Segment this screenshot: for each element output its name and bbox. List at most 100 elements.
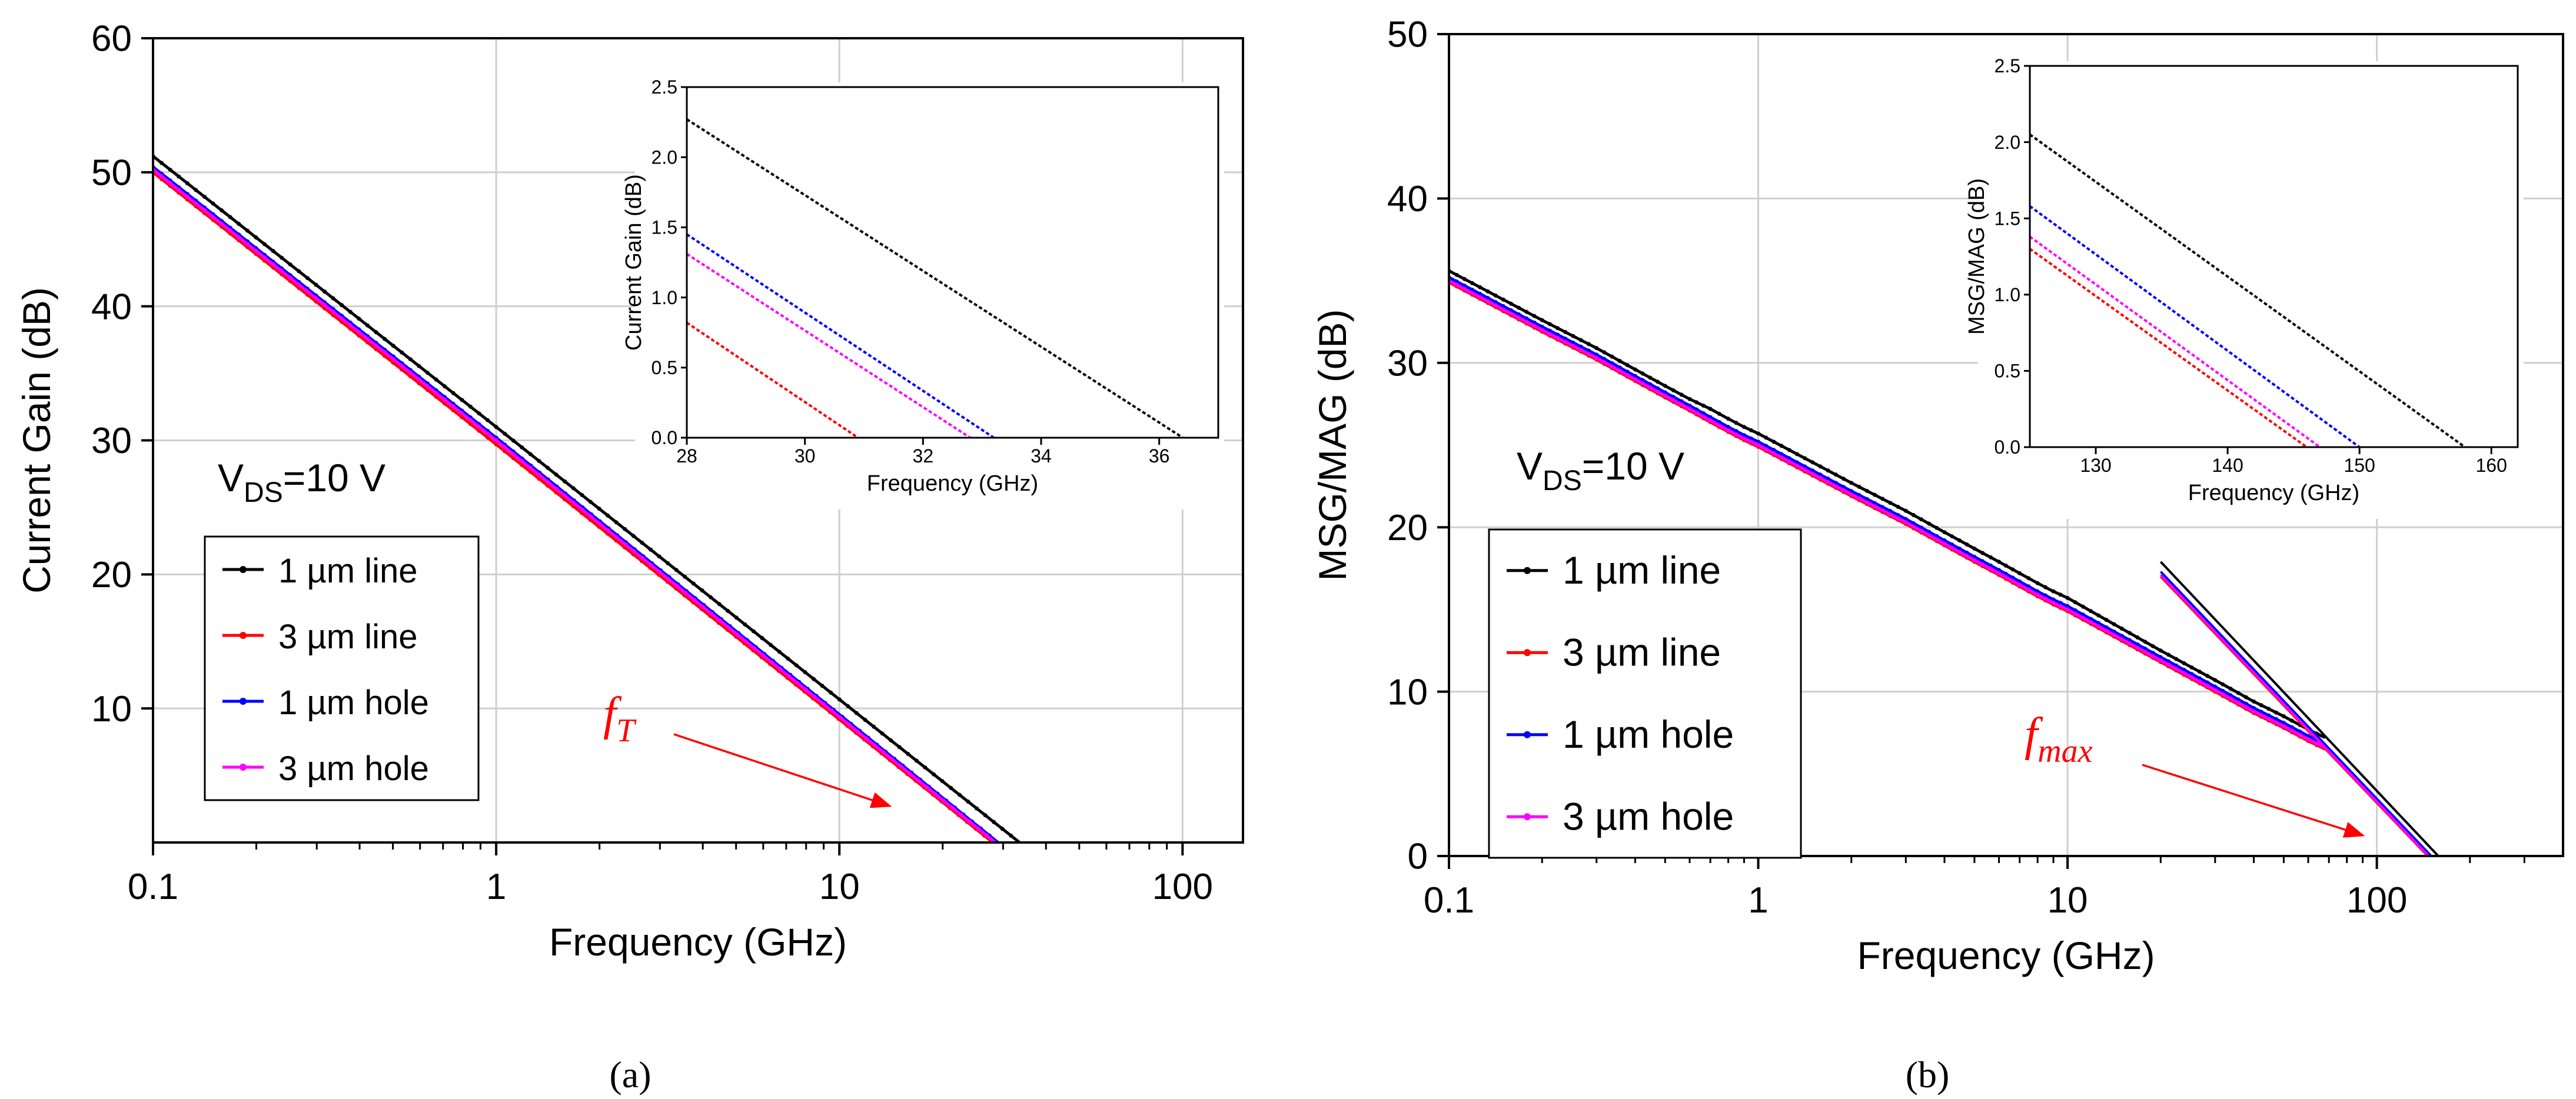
series-marker-0 (1717, 411, 1721, 416)
series-marker-0 (923, 765, 928, 770)
series-marker-0 (957, 792, 962, 797)
series-marker-0 (1578, 338, 1583, 342)
series-marker-0 (992, 820, 996, 824)
series-marker-0 (649, 547, 653, 552)
series-marker-0 (2058, 592, 2063, 597)
bias-annotation-tail: =10 V (1582, 444, 1684, 488)
bias-annotation-main: V (1517, 444, 1543, 488)
series-marker-3 (1771, 451, 1776, 455)
series-marker-2 (2128, 638, 2132, 642)
series-marker-0 (2035, 581, 2040, 585)
series-marker-2 (2205, 680, 2210, 685)
series-marker-0 (383, 337, 387, 341)
series-marker-3 (168, 181, 172, 185)
series-marker-3 (1517, 315, 1521, 320)
series-marker-0 (1547, 322, 1552, 327)
series-marker-0 (1493, 293, 1498, 298)
series-marker-2 (1989, 563, 1993, 568)
series-marker-2 (1462, 283, 1467, 288)
series-marker-0 (417, 364, 421, 368)
series-marker-0 (1470, 281, 1475, 285)
series-marker-3 (1833, 484, 1838, 488)
series-marker-3 (1625, 372, 1630, 377)
series-marker-0 (554, 472, 559, 477)
series-marker-3 (1485, 299, 1490, 304)
series-marker-0 (1989, 555, 1993, 560)
series-marker-2 (1454, 279, 1459, 284)
series-marker-3 (2243, 705, 2248, 710)
series-group (687, 118, 1184, 438)
series-marker-2 (1957, 547, 1962, 551)
series-marker-3 (323, 302, 327, 307)
series-marker-0 (1009, 833, 1013, 838)
series-marker-3 (520, 459, 524, 464)
series-marker-3 (245, 242, 250, 247)
x-tick-label: 100 (2346, 880, 2407, 921)
series-marker-3 (1903, 520, 1908, 525)
series-marker-0 (262, 242, 267, 247)
series-marker-0 (1000, 827, 1005, 831)
series-marker-3 (383, 350, 387, 355)
series-marker-3 (434, 391, 438, 395)
series-marker-0 (1779, 444, 1784, 448)
series-marker-0 (357, 317, 361, 321)
series-marker-3 (924, 785, 929, 790)
series-marker-3 (847, 722, 852, 727)
series-marker-0 (1896, 504, 1900, 509)
series-marker-3 (2051, 601, 2056, 605)
y-tick-label: 40 (1387, 179, 1428, 219)
series-marker-0 (829, 690, 833, 695)
series-marker-2 (1779, 452, 1784, 457)
plot-frame (686, 86, 1219, 439)
series-marker-3 (1501, 307, 1505, 312)
series-marker-0 (1517, 305, 1521, 310)
series-marker-3 (1587, 352, 1591, 357)
legend-marker-3 (240, 764, 247, 771)
series-marker-0 (443, 384, 447, 389)
series-marker-0 (1508, 301, 1513, 306)
series-marker-3 (2150, 654, 2155, 658)
y-tick-label: 20 (1387, 508, 1428, 548)
series-marker-0 (691, 581, 696, 586)
y-tick-label: 1.0 (1995, 284, 2020, 305)
series-marker-0 (1794, 452, 1799, 457)
series-marker-2 (1888, 509, 1893, 514)
series-marker-0 (614, 520, 619, 525)
series-marker-0 (983, 813, 988, 818)
series-marker-0 (606, 513, 610, 518)
series-marker-0 (2205, 674, 2210, 678)
series-marker-0 (477, 411, 481, 416)
series-marker-3 (1810, 471, 1815, 476)
series-marker-3 (2281, 724, 2286, 728)
series-marker-1 (562, 497, 567, 502)
series-marker-3 (709, 611, 714, 616)
series-marker-3 (890, 757, 895, 762)
series-marker-3 (804, 688, 809, 692)
series-marker-0 (1708, 407, 1713, 411)
y-tick-label: 30 (1387, 344, 1428, 384)
series-marker-3 (769, 660, 774, 665)
series-marker-3 (2274, 720, 2279, 725)
series-marker-0 (1864, 488, 1869, 493)
series-marker-3 (202, 208, 207, 212)
series-marker-2 (1701, 411, 1706, 415)
series-marker-3 (2035, 592, 2040, 597)
series-marker-3 (700, 604, 705, 609)
series-marker-3 (683, 591, 688, 595)
x-tick-label: 140 (2212, 455, 2243, 476)
series-marker-3 (666, 577, 671, 581)
series-marker-0 (1625, 363, 1630, 368)
series-marker-2 (1532, 320, 1537, 325)
series-marker-2 (2259, 710, 2263, 714)
series-marker-0 (1563, 330, 1568, 335)
series-marker-3 (2182, 671, 2186, 675)
series-marker-0 (168, 168, 172, 172)
series-marker-3 (1610, 364, 1614, 369)
series-marker-0 (2274, 710, 2279, 715)
series-marker-3 (1779, 455, 1784, 459)
series-marker-3 (408, 370, 413, 375)
series-marker-0 (803, 670, 807, 675)
series-marker-0 (494, 425, 498, 429)
series-marker-3 (950, 805, 955, 810)
series-marker-0 (1849, 481, 1854, 485)
